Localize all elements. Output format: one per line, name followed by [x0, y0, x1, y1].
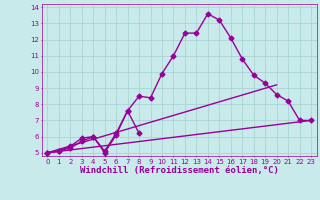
X-axis label: Windchill (Refroidissement éolien,°C): Windchill (Refroidissement éolien,°C): [80, 166, 279, 175]
